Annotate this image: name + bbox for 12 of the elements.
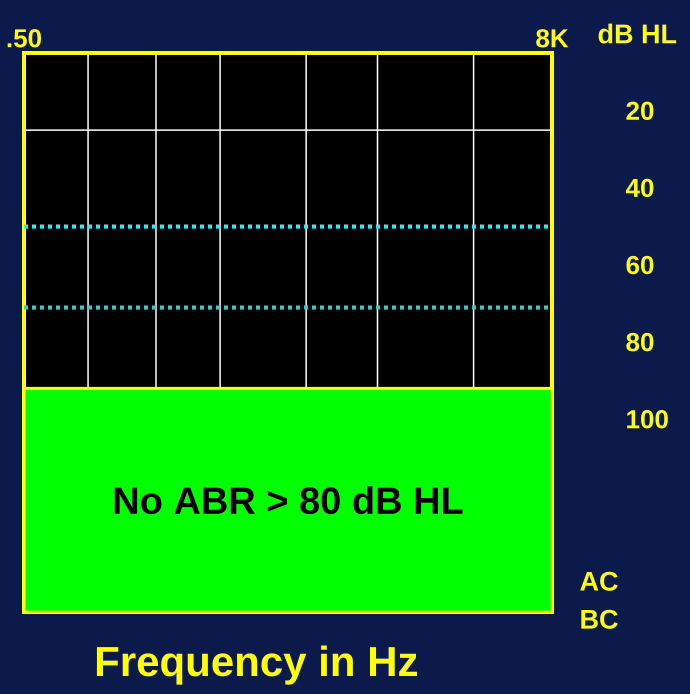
y-tick-label: 80 bbox=[626, 332, 654, 352]
text: AC bbox=[580, 572, 618, 591]
y-tick-label: 40 bbox=[626, 178, 654, 198]
x-axis-title: Frequency in Hz bbox=[96, 646, 417, 685]
y-axis-title: dB HL bbox=[598, 24, 676, 44]
x-tick-label: 8K bbox=[536, 29, 568, 48]
y-tick-label: 100 bbox=[627, 410, 668, 428]
y-tick-label: 20 bbox=[626, 102, 654, 120]
x-tick-label: .50 bbox=[8, 29, 41, 48]
text: BC bbox=[581, 610, 618, 629]
y-tick-label: 60 bbox=[626, 256, 654, 274]
band-label: No ABR > 80 dB HL bbox=[114, 486, 463, 514]
